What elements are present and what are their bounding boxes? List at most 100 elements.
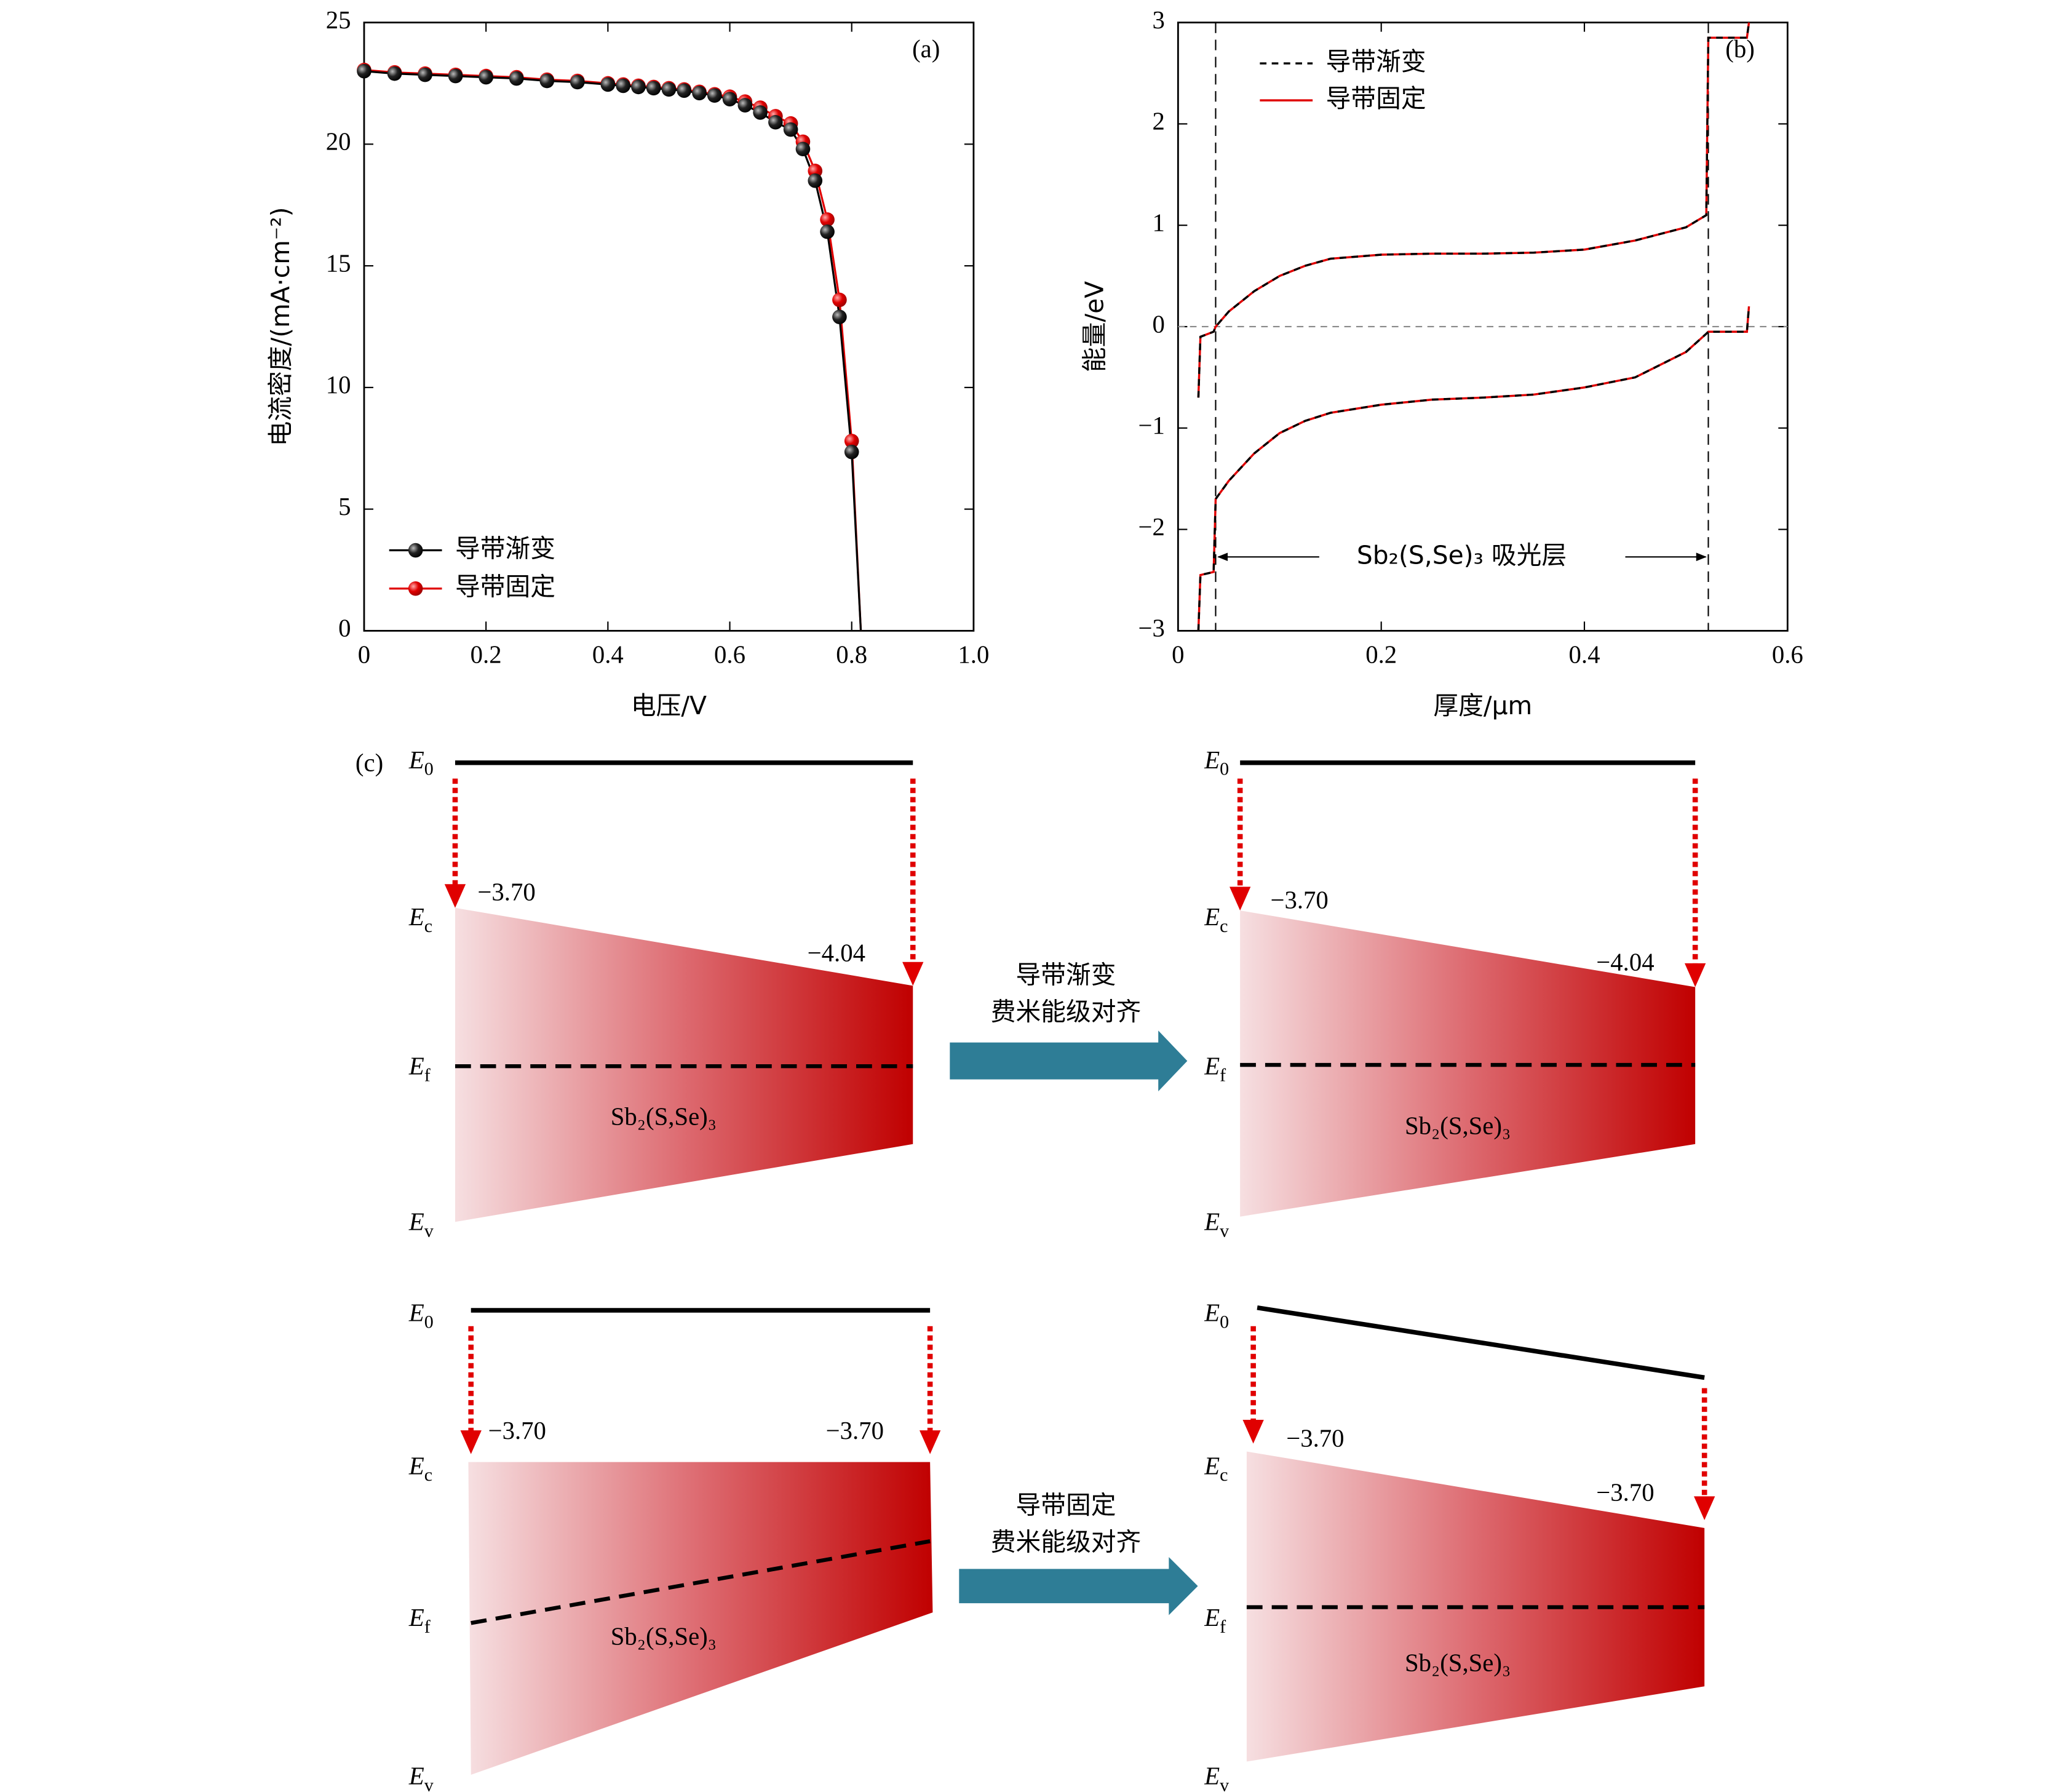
data-point [418,67,432,82]
level-symbol: E [1204,746,1220,774]
data-point [808,173,823,188]
arrow-head [1230,886,1251,911]
level-symbol: E [408,1762,424,1790]
level-subscript: v [1220,1775,1230,1792]
y-tick-label: −1 [1138,412,1165,439]
x-tick-label: 0 [1172,641,1184,669]
level-label: Ef [1204,1053,1226,1085]
data-point [795,141,811,157]
x-tick-label: 0.4 [592,641,624,669]
y-tick-label: 25 [326,6,351,34]
level-symbol: E [408,1604,424,1631]
data-point [539,73,555,89]
legend-marker [408,581,423,596]
level-label: Ef [408,1053,431,1085]
data-point [387,66,402,81]
level-subscript: c [424,916,432,936]
x-tick-label: 1.0 [958,641,989,669]
series-line [364,69,862,631]
y-axis-label: 电流密度/(mA·cm⁻²) [266,207,295,446]
legend-marker [408,543,423,558]
y-tick-label: 5 [338,493,351,520]
level-symbol: E [408,1452,424,1480]
arrow-head [1685,963,1706,987]
x-tick-label: 0 [358,641,370,669]
level-subscript: f [424,1617,431,1637]
material-label: Sb₂(S,Se)₃ [1405,1112,1511,1139]
data-point [661,82,677,97]
data-point [616,78,630,94]
vacuum-level [1257,1305,1705,1380]
level-symbol: E [1204,903,1220,931]
panel-label: (a) [912,35,940,63]
panel-label: (c) [356,749,383,777]
process-arrow [950,1030,1188,1091]
level-subscript: f [424,1065,431,1085]
level-label: Ef [1204,1604,1226,1636]
level-symbol: E [408,1053,424,1080]
energy-value: −3.70 [488,1417,546,1444]
y-tick-label: −2 [1138,513,1165,541]
data-point [820,212,835,227]
band-curve [1197,22,1750,398]
level-label: Ev [408,1208,434,1241]
x-axis-label: 电压/V [631,691,707,720]
level-subscript: v [1220,1221,1230,1241]
level-label: Ec [408,1452,432,1485]
series-line [364,70,862,631]
level-label: Ec [408,903,432,936]
data-point [677,83,692,98]
level-symbol: E [1204,1452,1220,1480]
y-tick-label: 3 [1153,6,1165,34]
level-label: E0 [1204,1299,1229,1332]
level-subscript: f [1220,1617,1226,1637]
x-tick-label: 0.4 [1569,641,1600,669]
data-point [600,77,616,92]
x-tick-label: 0.2 [1365,641,1397,669]
level-symbol: E [1204,1604,1220,1631]
process-label: 费米能级对齐 [991,1527,1142,1557]
material-label: Sb₂(S,Se)₃ [1405,1649,1511,1676]
y-tick-label: 2 [1153,108,1165,135]
y-tick-label: −3 [1138,615,1165,642]
legend-label: 导带渐变 [455,534,555,563]
material-label: Sb₂(S,Se)₃ [611,1102,717,1130]
level-label: E0 [408,1299,434,1332]
energy-value: −3.70 [1271,886,1329,914]
process-arrow [959,1557,1198,1615]
x-tick-label: 0.8 [836,641,867,669]
level-subscript: 0 [424,759,434,779]
energy-value: −3.70 [477,878,535,906]
level-label: Ev [408,1762,434,1792]
energy-value: −4.04 [1596,948,1654,976]
y-tick-label: 1 [1153,209,1165,237]
level-label: Ec [1204,903,1228,936]
arrow-head [460,1430,482,1454]
level-label: Ev [1204,1762,1230,1792]
level-symbol: E [1204,1762,1220,1790]
data-point [357,63,371,79]
level-symbol: E [408,1299,424,1327]
energy-value: −3.70 [1286,1425,1344,1452]
data-point [783,122,798,137]
data-point [570,74,585,90]
absorber-layer [468,1462,933,1775]
energy-value: −3.70 [826,1417,884,1444]
band-curve [1197,306,1750,631]
data-point [479,70,493,85]
process-label: 导带固定 [1016,1491,1116,1520]
data-point [844,434,859,448]
legend-label: 导带渐变 [1326,47,1426,76]
level-subscript: v [424,1221,434,1241]
data-point [448,68,463,84]
level-subscript: c [424,1465,432,1485]
level-symbol: E [1204,1208,1220,1236]
arrow-head [902,962,924,986]
arrow-head [1694,1496,1715,1521]
level-subscript: c [1220,1465,1228,1485]
process-label: 导带渐变 [1016,960,1116,989]
level-symbol: E [408,1208,424,1236]
data-point [832,292,847,308]
